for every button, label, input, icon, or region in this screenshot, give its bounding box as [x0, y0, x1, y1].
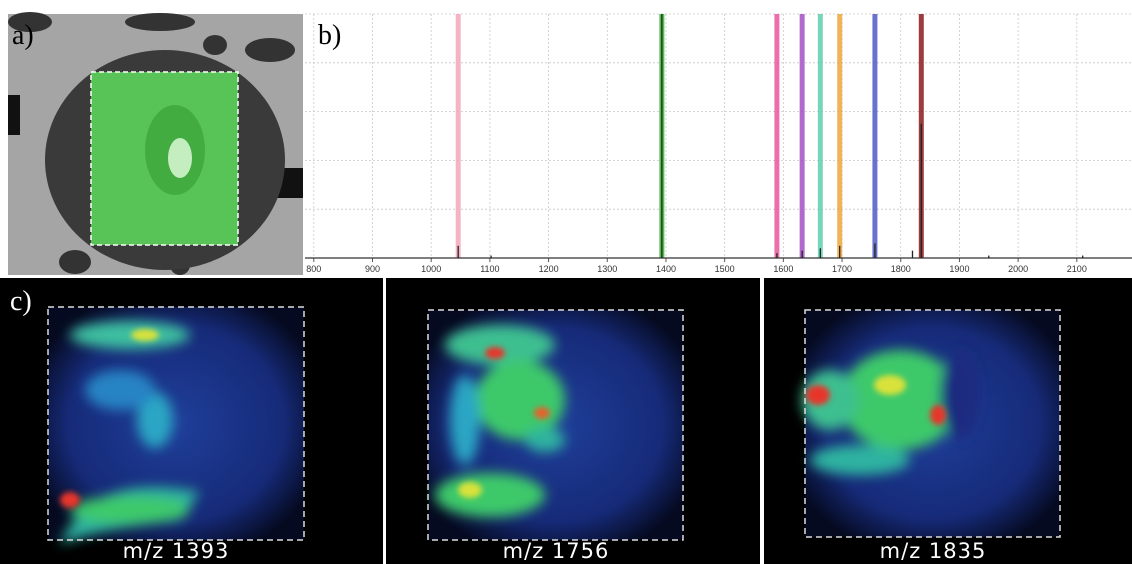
- panel-label: a): [12, 20, 34, 51]
- highlight-band: [837, 14, 843, 258]
- heatmap-2: [427, 309, 684, 541]
- x-tick-label: 800: [306, 264, 321, 274]
- x-tick-label: 1000: [421, 264, 441, 274]
- x-tick-label: 1600: [773, 264, 793, 274]
- x-tick-label: 2000: [1008, 264, 1028, 274]
- x-tick-label: 1300: [597, 264, 617, 274]
- x-tick-label: 900: [365, 264, 380, 274]
- image-caption: m/z 1835: [880, 539, 987, 563]
- highlight-band: [872, 14, 878, 258]
- panel-a: a): [8, 12, 303, 275]
- panel-b: 800 900 1000 1100 1200 1300 1400 1500 1600 1700 18…: [305, 13, 1132, 275]
- highlight-band: [799, 14, 805, 258]
- x-tick-label: 1200: [539, 264, 559, 274]
- image-caption: m/z 1393: [123, 539, 230, 563]
- x-tick-label: 1100: [480, 264, 499, 274]
- heatmap-1: [47, 306, 305, 545]
- heatmap-3: [802, 309, 1061, 538]
- image-caption: m/z 1756: [503, 539, 610, 563]
- highlight-band: [774, 14, 780, 258]
- x-tick-label: 1700: [832, 264, 852, 274]
- highlight-band: [817, 14, 823, 258]
- highlight-band: [455, 14, 461, 258]
- x-tick-label: 1500: [715, 264, 735, 274]
- panel-label: c): [10, 286, 32, 317]
- x-tick-label: 2100: [1067, 264, 1087, 274]
- panel-c: c) m/z 1393 m/z 1756 m/z 1835: [0, 278, 1132, 564]
- x-tick-label: 1800: [891, 264, 911, 274]
- x-tick-label: 1900: [949, 264, 969, 274]
- panel-label: b): [318, 20, 341, 51]
- x-tick-label: 1400: [656, 264, 676, 274]
